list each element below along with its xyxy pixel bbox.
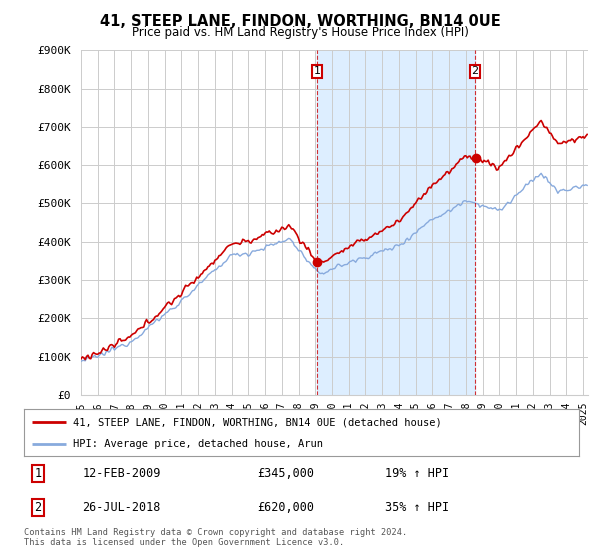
Bar xyxy=(317,50,475,395)
Text: 41, STEEP LANE, FINDON, WORTHING, BN14 0UE: 41, STEEP LANE, FINDON, WORTHING, BN14 0… xyxy=(100,14,500,29)
Text: £620,000: £620,000 xyxy=(257,501,314,514)
Text: 1: 1 xyxy=(34,467,41,480)
Text: 12-FEB-2009: 12-FEB-2009 xyxy=(82,467,161,480)
Text: 26-JUL-2018: 26-JUL-2018 xyxy=(82,501,161,514)
Text: 2: 2 xyxy=(34,501,41,514)
Text: £345,000: £345,000 xyxy=(257,467,314,480)
Text: Contains HM Land Registry data © Crown copyright and database right 2024.
This d: Contains HM Land Registry data © Crown c… xyxy=(24,528,407,547)
Text: 1: 1 xyxy=(314,67,321,77)
Text: Price paid vs. HM Land Registry's House Price Index (HPI): Price paid vs. HM Land Registry's House … xyxy=(131,26,469,39)
Text: HPI: Average price, detached house, Arun: HPI: Average price, detached house, Arun xyxy=(73,439,323,449)
Text: 2: 2 xyxy=(472,67,479,77)
Text: 19% ↑ HPI: 19% ↑ HPI xyxy=(385,467,449,480)
Text: 35% ↑ HPI: 35% ↑ HPI xyxy=(385,501,449,514)
Text: 41, STEEP LANE, FINDON, WORTHING, BN14 0UE (detached house): 41, STEEP LANE, FINDON, WORTHING, BN14 0… xyxy=(73,417,442,427)
